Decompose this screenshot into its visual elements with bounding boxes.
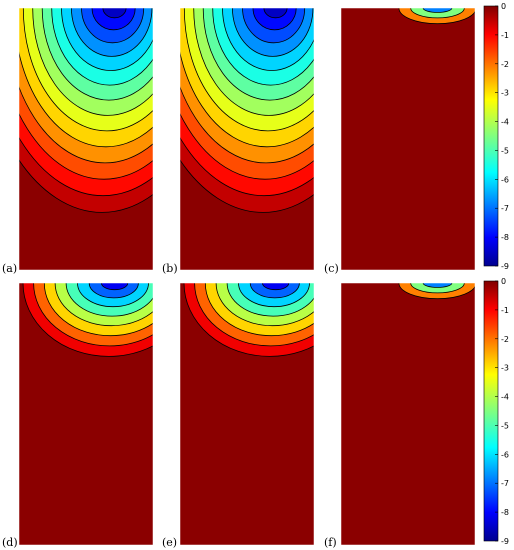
- colorbar-gradient: [483, 5, 499, 267]
- contour-panel-e: [179, 282, 315, 546]
- colorbar-tick-label: -8: [501, 508, 509, 517]
- colorbar-tick-label: -9: [501, 262, 509, 271]
- panel-frame: [18, 282, 154, 546]
- colorbar-tick-label: -3: [501, 89, 509, 98]
- panel-frame: [179, 282, 315, 546]
- panel-label-e: (e): [162, 536, 177, 549]
- contour-panel-c: [340, 7, 476, 271]
- colorbar-tick-label: 0: [501, 277, 506, 286]
- colorbar-tick-label: -8: [501, 233, 509, 242]
- contour-background: [341, 283, 475, 545]
- colorbar-tick-label: -1: [501, 31, 509, 40]
- colorbar-tick-label: -4: [501, 118, 509, 127]
- colorbar-tick-label: -3: [501, 364, 509, 373]
- colorbar-tick-label: -4: [501, 393, 509, 402]
- panel-frame: [18, 7, 154, 271]
- contour-level: [263, 8, 288, 19]
- contour-background: [341, 8, 475, 270]
- colorbar-tick-label: -2: [501, 60, 509, 69]
- contour-level: [102, 8, 127, 19]
- panel-label-b: (b): [162, 262, 178, 275]
- colorbar-tick-label: 0: [501, 2, 506, 11]
- contour-panel-a: [18, 7, 154, 271]
- colorbar-tick-label: -5: [501, 146, 509, 155]
- panel-label-a: (a): [2, 262, 17, 275]
- contour-level: [410, 8, 465, 19]
- contour-panel-f: [340, 282, 476, 546]
- contour-level: [262, 283, 290, 291]
- panel-label-d: (d): [2, 536, 18, 549]
- colorbar-tick-label: -1: [501, 306, 509, 315]
- colorbar-tick-label: -7: [501, 479, 509, 488]
- colorbar: 0 -1 -2 -3 -4 -5 -6 -7 -8 -9: [483, 277, 509, 546]
- panel-frame: [340, 7, 476, 271]
- colorbar-tick-label: -2: [501, 335, 509, 344]
- contour-panel-d: [18, 282, 154, 546]
- colorbar-tick-label: -5: [501, 421, 509, 430]
- colorbar-tick-label: -6: [501, 450, 509, 459]
- contour-level: [101, 283, 129, 291]
- colorbar: 0 -1 -2 -3 -4 -5 -6 -7 -8 -9: [483, 2, 509, 271]
- contour-panel-b: [179, 7, 315, 271]
- colorbar-tick-label: -6: [501, 175, 509, 184]
- panel-label-c: (c): [324, 262, 339, 275]
- colorbar-tick-label: -9: [501, 537, 509, 546]
- panel-label-f: (f): [324, 536, 337, 549]
- colorbar-gradient: [483, 280, 499, 542]
- panel-frame: [340, 282, 476, 546]
- panel-frame: [179, 7, 315, 271]
- colorbar-tick-label: -7: [501, 204, 509, 213]
- contour-level: [422, 8, 453, 13]
